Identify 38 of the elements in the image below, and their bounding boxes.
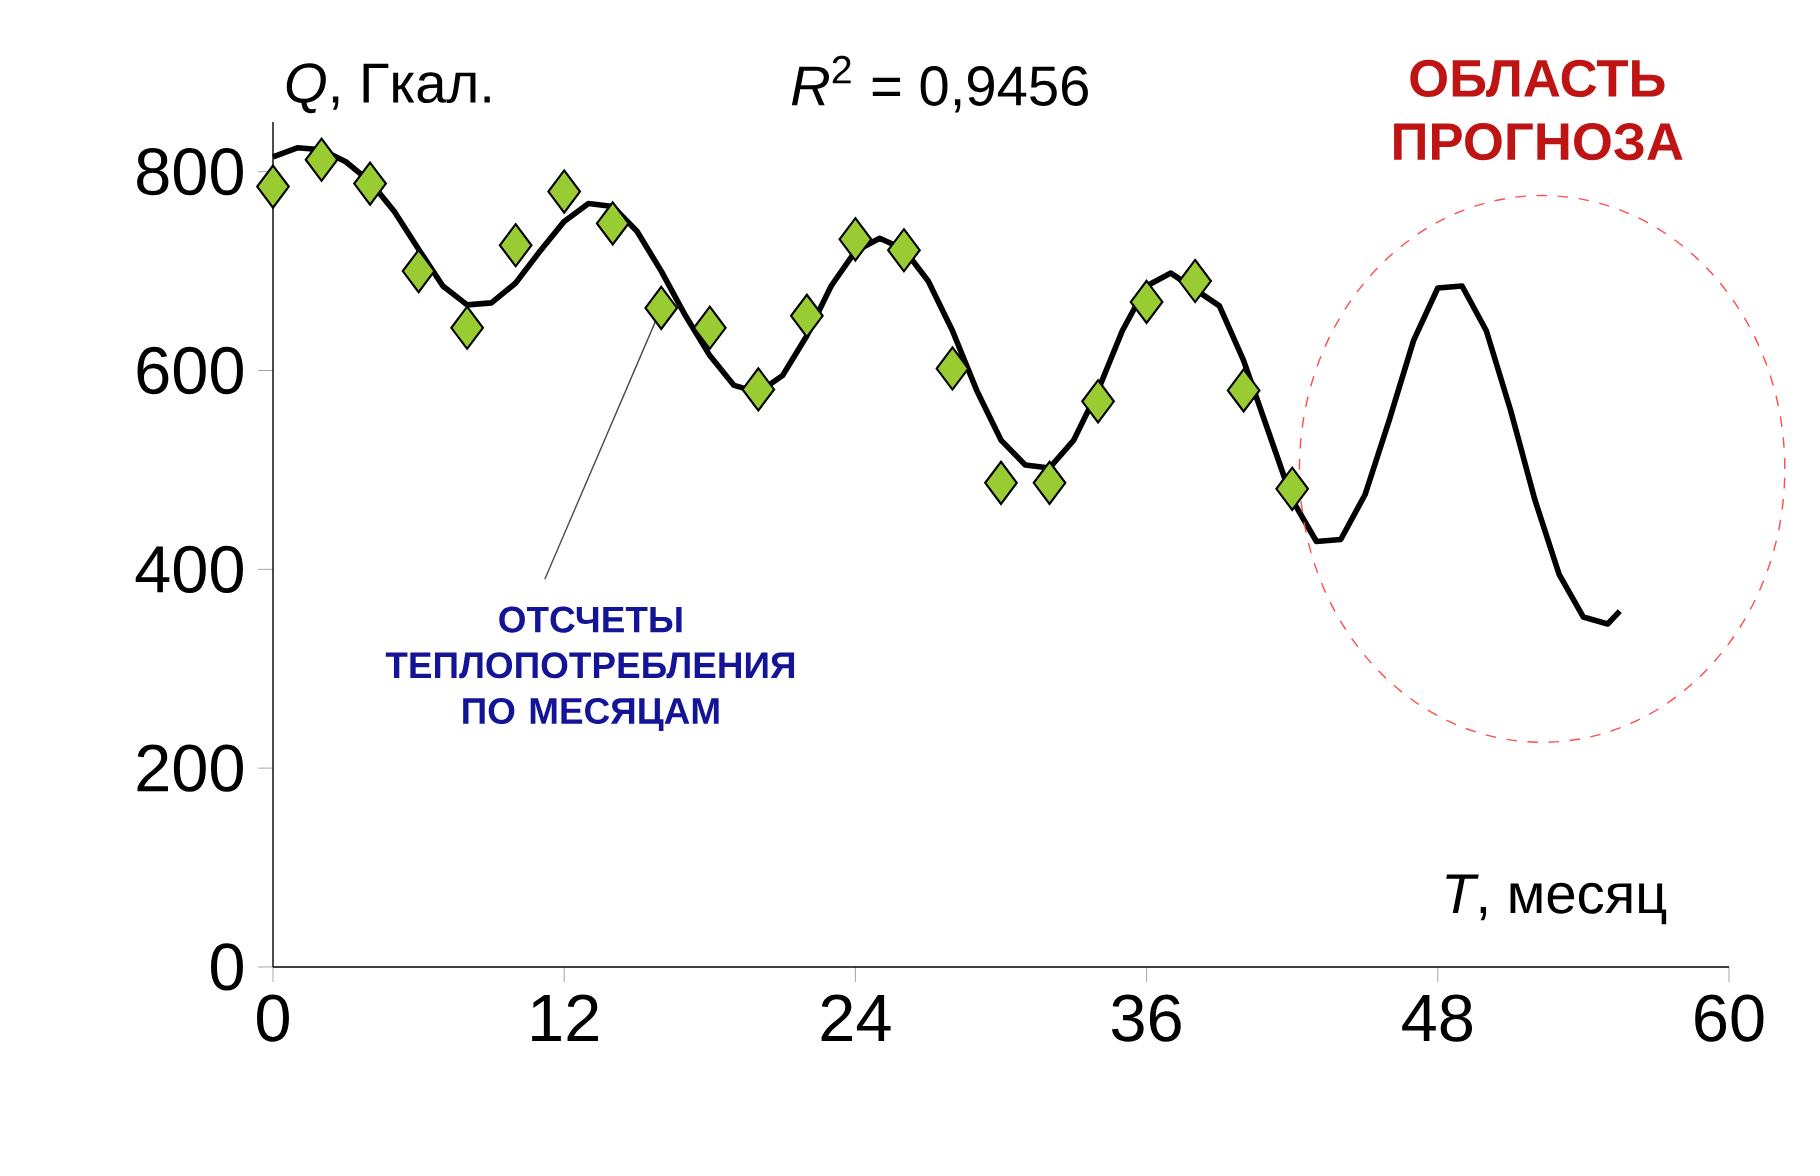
point [256, 164, 290, 209]
annotation: ОТСЧЕТЫ ТЕПЛОПОТРЕБЛЕНИЯ ПО МЕСЯЦАМ [385, 606, 795, 731]
y-tick-label: 800 [137, 148, 243, 196]
x-axis-title: T, месяц [1446, 874, 1667, 925]
point [401, 248, 436, 294]
point [1275, 466, 1310, 511]
point [1129, 279, 1164, 325]
point [353, 161, 387, 206]
point [547, 169, 582, 214]
x-tick-label: 12 [532, 994, 598, 1042]
point [935, 346, 970, 391]
x-tick-label: 60 [1695, 994, 1764, 1042]
y-tick-label: 600 [137, 346, 243, 395]
point [595, 201, 630, 246]
point [1032, 460, 1067, 505]
point [1178, 258, 1212, 304]
y-tick-label: 400 [135, 545, 243, 593]
point [887, 228, 921, 273]
y-tick-label: 200 [137, 744, 243, 792]
x-tick-label: 0 [257, 994, 289, 1042]
point [789, 293, 824, 338]
point [644, 285, 679, 331]
point [498, 223, 533, 268]
x-tick-label: 48 [1402, 994, 1473, 1042]
x-tick-label: 36 [1111, 994, 1181, 1042]
text: R$^{2}$ = 0,9456 [791, 55, 1088, 113]
x-tick-label: 24 [821, 994, 891, 1042]
point [450, 305, 485, 350]
annotation: ОБЛАСТЬ ПРОГНОЗА [1394, 59, 1683, 161]
point [838, 217, 873, 262]
point [741, 367, 776, 412]
point [304, 137, 339, 182]
point [1081, 379, 1115, 424]
y-axis-title: Q, Гкал. [286, 63, 490, 114]
point [1226, 368, 1261, 413]
y-tick-label: 0 [211, 943, 243, 991]
point [984, 460, 1018, 505]
point [692, 305, 727, 350]
